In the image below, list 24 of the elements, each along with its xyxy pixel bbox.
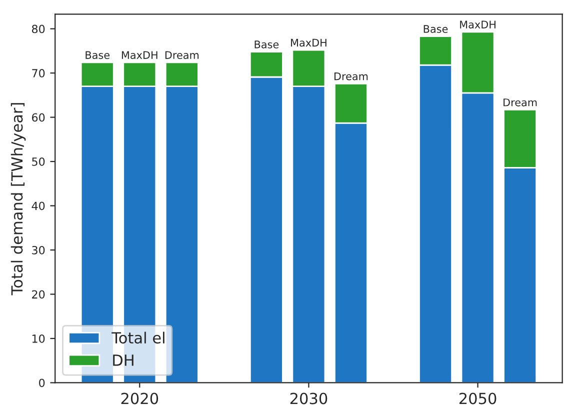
- x-tick-label: 2020: [121, 392, 158, 404]
- legend-label: Total el: [112, 332, 164, 344]
- data-label: Dream: [165, 51, 199, 59]
- data-label: Dream: [504, 98, 537, 106]
- y-tick-label: 10: [32, 334, 45, 343]
- legend-label: DH: [113, 354, 134, 366]
- y-tick-label: 60: [32, 113, 45, 122]
- y-axis-title: Total demand [TWh/year]: [10, 103, 26, 296]
- data-label: Dream: [334, 72, 368, 80]
- y-tick-label: 0: [39, 378, 45, 388]
- x-tick-label: 2050: [459, 392, 496, 404]
- data-label: Base: [254, 40, 279, 48]
- data-label: Base: [424, 25, 448, 33]
- data-label: MaxDH: [460, 20, 496, 28]
- y-tick-label: 70: [32, 68, 45, 78]
- y-tick-label: 50: [32, 157, 45, 166]
- x-tick-label: 2030: [290, 392, 328, 404]
- data-label: MaxDH: [122, 51, 158, 59]
- y-tick-label: 30: [32, 246, 45, 254]
- data-label: MaxDH: [291, 38, 326, 47]
- data-label: Base: [86, 51, 110, 59]
- y-tick-label: 80: [32, 24, 45, 34]
- y-tick-label: 40: [32, 202, 45, 210]
- y-tick-label: 20: [32, 290, 45, 299]
